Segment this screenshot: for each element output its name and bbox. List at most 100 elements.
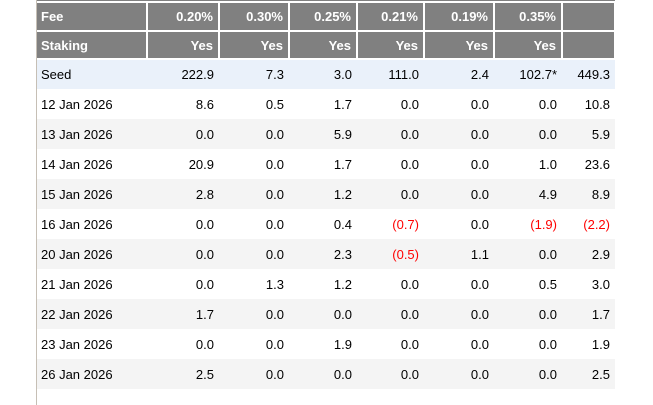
value-cell: 5.9	[333, 126, 352, 142]
header-value-cell: Yes	[147, 31, 220, 60]
value-cell: 0.0	[195, 216, 214, 232]
value-cell: 0.0	[333, 306, 352, 322]
value-cell: 2.8	[195, 186, 214, 202]
row-label: 22 Jan 2026	[41, 306, 113, 322]
total-cell: 5.9	[591, 126, 610, 142]
header-value-cell: Yes	[289, 31, 358, 60]
table-head: Fee 0.20% 0.30% 0.25% 0.21% 0.19% 0.35% Staking…	[37, 3, 616, 60]
header-value-cell: Yes	[494, 31, 563, 60]
value-cell: 0.4	[333, 216, 352, 232]
value-cell: 0.0	[470, 156, 489, 172]
value-cell: 0.0	[400, 96, 419, 112]
value-cell: 111.0	[388, 67, 419, 82]
header-value-cell: 0.21%	[357, 3, 425, 32]
value-cell: 0.0	[265, 156, 284, 172]
value-cell: 0.0	[265, 216, 284, 232]
value-cell: 8.6	[195, 96, 214, 112]
row-label: 14 Jan 2026	[41, 156, 113, 172]
header-row-label: Staking	[37, 31, 148, 60]
header-value-cell: 0.20%	[147, 3, 220, 32]
value-cell: 1.1	[470, 246, 489, 262]
value-cell: 1.0	[538, 156, 557, 172]
header-row-label: Fee	[37, 3, 148, 32]
data-row: 23 Jan 2026 0.0 0.0 1.9 0.0 0.0 0.0 1.9	[37, 329, 615, 359]
total-cell: 10.8	[584, 96, 610, 112]
value-cell: 0.0	[265, 336, 284, 352]
value-cell: 0.0	[470, 276, 489, 292]
table-container: Fee 0.20% 0.30% 0.25% 0.21% 0.19% 0.35% Staking…	[36, 0, 616, 405]
value-cell: 1.7	[195, 306, 214, 322]
total-cell: 2.5	[591, 366, 610, 382]
value-cell: 0.0	[470, 186, 489, 202]
row-label: 12 Jan 2026	[41, 96, 113, 112]
value-cell: 0.0	[400, 306, 419, 322]
value-cell: 0.0	[400, 276, 419, 292]
row-label: 13 Jan 2026	[41, 126, 113, 142]
row-label: Seed	[41, 67, 72, 82]
total-cell: (2.2)	[583, 216, 610, 232]
total-cell: 23.6	[584, 156, 610, 172]
value-cell: 0.0	[400, 156, 419, 172]
data-row: 12 Jan 2026 8.6 0.5 1.7 0.0 0.0 0.0 10.8	[37, 89, 615, 119]
value-cell: 0.0	[470, 306, 489, 322]
total-cell: 8.9	[591, 186, 610, 202]
value-cell: 2.5	[195, 366, 214, 382]
value-cell: 0.0	[538, 126, 557, 142]
data-row: 21 Jan 2026 0.0 1.3 1.2 0.0 0.0 0.5 3.0	[37, 269, 615, 299]
value-cell: 1.3	[265, 276, 284, 292]
value-cell: 2.4	[470, 67, 489, 82]
value-cell: 0.0	[195, 126, 214, 142]
row-label: 15 Jan 2026	[41, 186, 113, 202]
value-cell: 0.0	[470, 126, 489, 142]
daily-flows-table: Fee 0.20% 0.30% 0.25% 0.21% 0.19% 0.35% Staking…	[37, 3, 616, 389]
value-cell: 1.2	[333, 186, 352, 202]
value-cell: 0.0	[400, 366, 419, 382]
value-cell: 0.0	[265, 246, 284, 262]
data-row: 14 Jan 2026 20.9 0.0 1.7 0.0 0.0 1.0 23.6	[37, 149, 615, 179]
value-cell: 0.0	[470, 216, 489, 232]
value-cell: 222.9	[181, 67, 214, 82]
total-cell: 449.3	[577, 67, 610, 82]
header-row-staking: Staking Yes Yes Yes Yes Yes Yes	[37, 31, 616, 60]
value-cell: (1.9)	[530, 216, 557, 232]
data-row: 20 Jan 2026 0.0 0.0 2.3 (0.5) 1.1 0.0 2.9	[37, 239, 615, 269]
value-cell: 0.0	[333, 366, 352, 382]
data-row: 22 Jan 2026 1.7 0.0 0.0 0.0 0.0 0.0 1.7	[37, 299, 615, 329]
value-cell: 0.0	[265, 186, 284, 202]
value-cell: 0.0	[195, 246, 214, 262]
value-cell: 0.0	[195, 336, 214, 352]
value-cell: 3.0	[333, 67, 352, 82]
value-cell: 0.0	[265, 306, 284, 322]
value-cell: 0.0	[538, 96, 557, 112]
value-cell: (0.7)	[392, 216, 419, 232]
value-cell: (0.5)	[392, 246, 419, 262]
header-value-cell: Yes	[219, 31, 290, 60]
header-value-cell	[562, 3, 616, 32]
total-cell: 1.9	[591, 336, 610, 352]
value-cell: 0.0	[400, 126, 419, 142]
value-cell: 0.0	[538, 336, 557, 352]
data-row: 26 Jan 2026 2.5 0.0 0.0 0.0 0.0 0.0 2.5	[37, 359, 615, 389]
value-cell: 2.3	[333, 246, 352, 262]
value-cell: 0.0	[400, 336, 419, 352]
value-cell: 102.7*	[519, 67, 557, 82]
row-label: 26 Jan 2026	[41, 366, 113, 382]
data-row: 13 Jan 2026 0.0 0.0 5.9 0.0 0.0 0.0 5.9	[37, 119, 615, 149]
value-cell: 20.9	[188, 156, 214, 172]
header-value-cell: 0.30%	[219, 3, 290, 32]
value-cell: 1.2	[333, 276, 352, 292]
header-value-cell: 0.35%	[494, 3, 563, 32]
value-cell: 7.3	[265, 67, 284, 82]
value-cell: 1.9	[333, 336, 352, 352]
total-cell: 1.7	[591, 306, 610, 322]
value-cell: 0.0	[470, 336, 489, 352]
table-body: Seed 222.9 7.3 3.0 111.0 2.4 102.7* 449.3 12 Jan…	[37, 59, 615, 389]
value-cell: 0.0	[195, 276, 214, 292]
data-row: 16 Jan 2026 0.0 0.0 0.4 (0.7) 0.0 (1.9) (2.2)	[37, 209, 615, 239]
value-cell: 1.7	[333, 156, 352, 172]
value-cell: 0.0	[538, 246, 557, 262]
previous-row-remnant	[37, 0, 615, 3]
value-cell: 0.0	[538, 306, 557, 322]
row-label: 20 Jan 2026	[41, 246, 113, 262]
